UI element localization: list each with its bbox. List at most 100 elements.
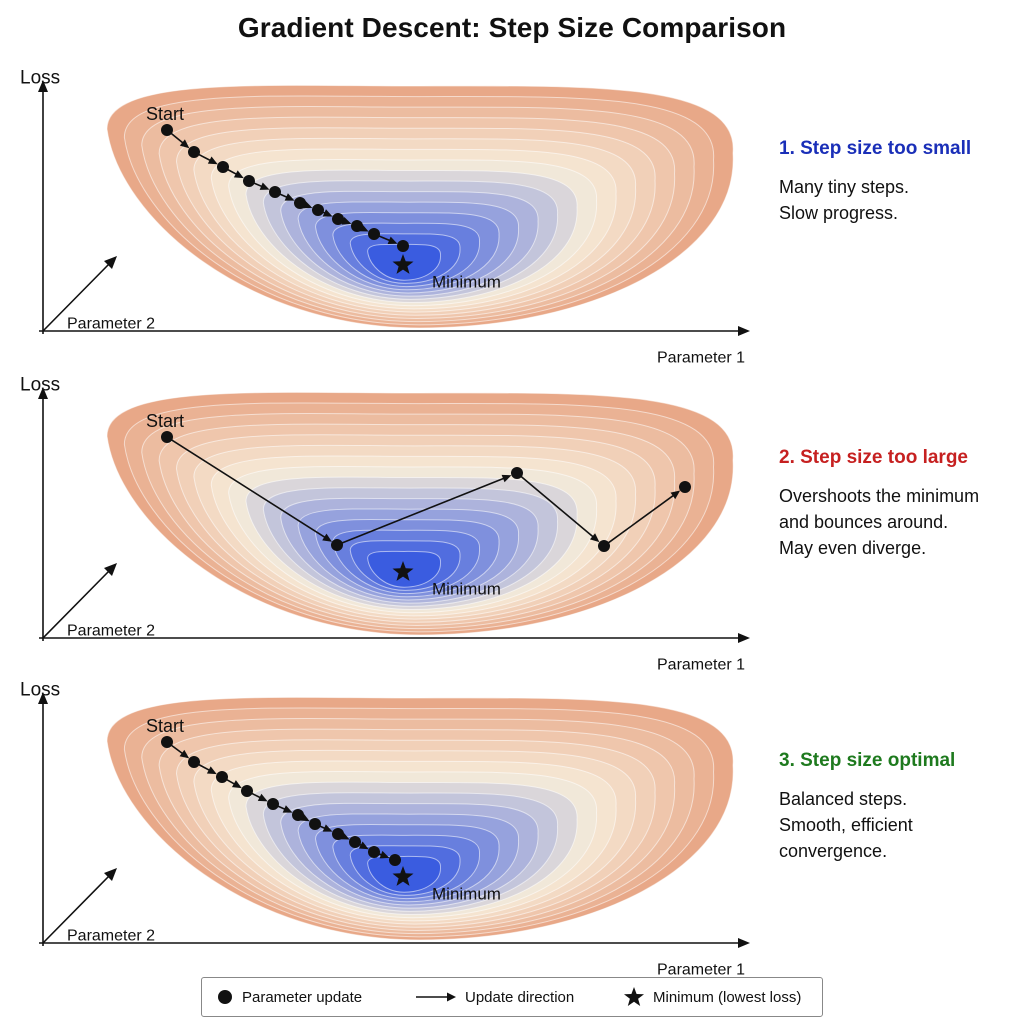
parameter-update-point [292,809,304,821]
parameter-2-axis [42,569,111,639]
star-icon [392,561,414,581]
star-icon [624,987,644,1006]
minimum-label: Minimum [432,885,501,904]
loss-contours [106,696,734,941]
arrow-right-icon [259,182,270,190]
arrow-right-icon [231,780,242,789]
parameter-update-point [397,240,409,252]
panel-caption: 2. Step size too large Overshoots the mi… [779,447,1019,561]
parameter-update-point [294,197,306,209]
arrowhead-icon [38,692,48,704]
parameter-update-point [216,771,228,783]
update-arrow [607,493,676,544]
description-line: and bounces around. [779,512,949,532]
arrow-right-icon [322,824,333,832]
arrow-right-icon [379,850,390,859]
start-label: Start [146,716,184,736]
start-label: Start [146,104,184,124]
arrowhead-icon [104,868,117,881]
panel-description: Balanced steps. Smooth, efficient conver… [779,786,1019,864]
parameter-update-point [243,175,255,187]
arrowhead-icon [738,938,750,948]
arrow-right-icon [179,749,190,759]
plot-axes [38,692,750,948]
plot-labels: Loss Parameter 1 Parameter 2 Start Minimum [20,680,745,979]
parameter-update-point [389,854,401,866]
arrow-right-icon [206,766,217,775]
loss-contours [106,84,734,329]
panel-heading: 1. Step size too small [779,138,972,159]
loss-surface-plot: Loss Parameter 1 Parameter 2 Start Minimum [20,375,750,674]
panel-heading: 2. Step size too large [779,447,968,468]
description-line: convergence. [779,841,888,861]
parameter-2-label: Parameter 2 [67,623,155,640]
legend-item-direction: Update direction [415,978,574,1016]
plot-axes [38,387,750,643]
point-icon [218,990,232,1004]
parameter-2-label: Parameter 2 [67,316,155,333]
star-icon [392,254,414,274]
parameter-2-axis [42,874,111,944]
update-arrow [341,476,507,544]
arrowhead-icon [38,80,48,92]
parameter-2-label: Parameter 2 [67,928,155,945]
parameter-update-point [332,828,344,840]
parameter-update-point [368,228,380,240]
parameter-update-point [217,161,229,173]
parameter-update-point [349,836,361,848]
parameter-update-point [161,736,173,748]
description-line: Smooth, efficient [779,815,913,835]
parameter-update-point [598,540,610,552]
description-line: Many tiny steps. [779,177,910,197]
parameter-update-point [188,756,200,768]
parameter-update-point [188,146,200,158]
plot-labels: Loss Parameter 1 Parameter 2 Start Minimum [20,375,745,674]
panel-large-step: Loss Parameter 1 Parameter 2 Start Minimum 2… [0,369,1024,674]
legend-item-update: Parameter update [216,978,362,1016]
parameter-update-point [269,186,281,198]
plot-axes [38,80,750,336]
parameter-update-point [351,220,363,232]
parameter-update-point [161,431,173,443]
loss-surface-plot: Loss Parameter 1 Parameter 2 Start Minimum [20,680,750,979]
loss-contours [106,391,734,636]
panel-heading: 3. Step size optimal [779,750,956,771]
legend-label: Parameter update [242,988,363,1006]
panel-small-step: Loss Parameter 1 Parameter 2 Start Minimum 1… [0,62,1024,367]
update-arrow [520,475,596,539]
descent-path [161,124,414,274]
descent-path [161,736,414,886]
parameter-update-point [332,213,344,225]
parameter-1-label: Parameter 1 [657,657,745,674]
arrowhead-icon [104,563,117,576]
legend-item-minimum: Minimum (lowest loss) [623,978,801,1016]
loss-axis-label: Loss [20,680,60,701]
arrow-right-icon [299,813,310,822]
parameter-update-point [312,204,324,216]
parameter-update-point [267,798,279,810]
parameter-update-point [368,846,380,858]
parameter-update-point [511,467,523,479]
legend: Parameter update Update direction Minimu… [201,977,823,1017]
descent-path [161,431,691,581]
page-title: Gradient Descent: Step Size Comparison [237,12,787,43]
panel-description: Overshoots the minimum and bounces aroun… [779,483,1019,561]
description-line: May even diverge. [779,538,927,558]
arrow-right-icon [179,139,190,149]
start-label: Start [146,411,184,431]
arrow-right-icon [589,533,600,543]
arrow-right-icon [282,805,293,813]
arrowhead-icon [738,633,750,643]
loss-axis-label: Loss [20,375,60,396]
arrowhead-icon [38,387,48,399]
arrow-right-icon [322,533,332,542]
panel-optimal-step: Loss Parameter 1 Parameter 2 Start Minimum 3… [0,674,1024,979]
arrowhead-icon [738,326,750,336]
legend-label: Update direction [465,988,575,1006]
parameter-update-point [161,124,173,136]
arrow-right-icon [358,841,369,850]
parameter-update-point [241,785,253,797]
parameter-update-point [679,481,691,493]
parameter-1-label: Parameter 1 [657,962,745,979]
parameter-1-label: Parameter 1 [657,350,745,367]
